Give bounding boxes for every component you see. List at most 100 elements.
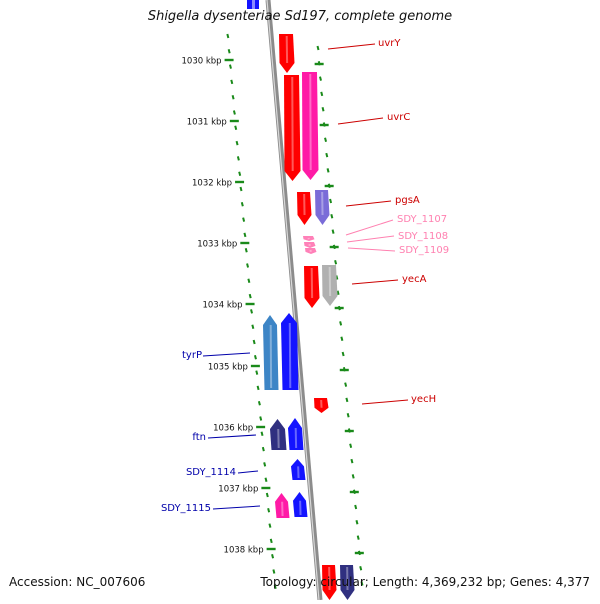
gene-label-yecA: yecA xyxy=(402,274,427,285)
label-leader-line xyxy=(346,201,391,206)
minor-tick xyxy=(240,187,241,191)
tick-label: 1034 kbp xyxy=(202,301,242,311)
minor-tick xyxy=(246,248,247,252)
label-leader-line xyxy=(346,220,393,235)
minor-tick xyxy=(348,413,349,417)
minor-tick xyxy=(263,447,264,451)
minor-tick xyxy=(239,172,240,176)
minor-tick xyxy=(268,508,269,512)
minor-tick xyxy=(330,199,331,203)
minor-tick xyxy=(265,478,266,482)
minor-tick xyxy=(321,92,322,96)
gene-label-yecH: yecH xyxy=(411,394,436,405)
minor-tick xyxy=(243,218,244,222)
minor-tick xyxy=(230,65,231,69)
minor-tick xyxy=(272,554,273,558)
tick-label: 1035 kbp xyxy=(208,363,248,373)
gene-magenta xyxy=(302,72,319,180)
accession-text: Accession: NC_007606 xyxy=(9,575,145,589)
minor-tick xyxy=(258,386,259,390)
tick-label: 1033 kbp xyxy=(197,240,237,250)
gene-purple xyxy=(315,190,330,225)
tick-label: 1038 kbp xyxy=(224,546,264,556)
minor-tick xyxy=(331,214,332,218)
minor-tick xyxy=(360,566,361,570)
minor-tick xyxy=(227,34,228,38)
minor-tick xyxy=(234,111,235,115)
minor-tick xyxy=(317,46,318,50)
minor-tick xyxy=(259,401,260,405)
gene-label-SDY_1109: SDY_1109 xyxy=(399,245,449,256)
label-leader-line xyxy=(352,280,398,284)
gene-label-SDY_1108: SDY_1108 xyxy=(398,231,448,242)
label-leader-line xyxy=(203,353,250,356)
gene-label-uvrY: uvrY xyxy=(378,38,401,49)
gene-yecA xyxy=(304,266,320,308)
minor-tick xyxy=(325,138,326,142)
gene-SDY_1108 xyxy=(304,242,316,248)
minor-tick xyxy=(250,294,251,298)
minor-tick xyxy=(238,156,239,160)
gene-navy xyxy=(270,419,287,450)
minor-tick xyxy=(346,398,347,402)
tick-label: 1030 kbp xyxy=(182,57,222,67)
minor-tick xyxy=(254,340,255,344)
tick-label: 1032 kbp xyxy=(192,179,232,189)
label-leader-line xyxy=(338,118,383,124)
label-leader-line xyxy=(347,236,394,242)
gene-SDY_1107 xyxy=(303,236,315,241)
gene-steel xyxy=(263,315,279,390)
minor-tick xyxy=(229,49,230,53)
minor-tick xyxy=(267,493,268,497)
minor-tick xyxy=(231,80,232,84)
minor-tick xyxy=(323,107,324,111)
minor-tick xyxy=(247,264,248,268)
minor-tick xyxy=(252,325,253,329)
minor-tick xyxy=(242,202,243,206)
gene-label-SDY_1115: SDY_1115 xyxy=(161,503,211,514)
minor-tick xyxy=(248,279,249,283)
gene-uvrY xyxy=(279,34,295,73)
label-leader-line xyxy=(348,248,395,251)
gene-label-tyrP: tyrP xyxy=(182,350,202,361)
gene-tyrP xyxy=(281,313,299,390)
minor-tick xyxy=(264,462,265,466)
minor-tick xyxy=(326,153,327,157)
label-leader-line xyxy=(362,400,408,404)
minor-tick xyxy=(340,321,341,325)
gene-SDY_1114 xyxy=(291,459,306,480)
tick-label: 1036 kbp xyxy=(213,424,253,434)
gene-uvrC xyxy=(284,75,301,181)
minor-tick xyxy=(251,309,252,313)
minor-tick xyxy=(269,524,270,528)
tick-label: 1031 kbp xyxy=(187,118,227,128)
minor-tick xyxy=(271,539,272,543)
minor-tick xyxy=(328,168,329,172)
minor-tick xyxy=(355,505,356,509)
minor-tick xyxy=(255,355,256,359)
gene-label-SDY_1114: SDY_1114 xyxy=(186,467,236,478)
tick-label: 1037 kbp xyxy=(218,485,258,495)
gene-pgsA xyxy=(297,192,312,225)
minor-tick xyxy=(356,520,357,524)
gene-label-pgsA: pgsA xyxy=(395,195,420,206)
minor-tick xyxy=(333,230,334,234)
minor-tick xyxy=(358,536,359,540)
label-leader-line xyxy=(328,44,375,49)
map-title: Shigella dysenteriae Sd197, complete gen… xyxy=(0,9,600,24)
minor-tick xyxy=(341,337,342,341)
gene-gray xyxy=(322,265,338,306)
gene-yecH xyxy=(314,398,329,413)
minor-tick xyxy=(273,570,274,574)
minor-tick xyxy=(237,141,238,145)
label-leader-line xyxy=(208,435,256,438)
minor-tick xyxy=(335,260,336,264)
minor-tick xyxy=(260,417,261,421)
minor-tick xyxy=(233,95,234,99)
gene-SDY_1115 xyxy=(293,492,308,517)
label-leader-line xyxy=(213,506,260,509)
minor-tick xyxy=(351,459,352,463)
genome-summary-text: Topology: circular; Length: 4,369,232 bp… xyxy=(260,575,590,589)
label-leader-line xyxy=(238,471,258,473)
